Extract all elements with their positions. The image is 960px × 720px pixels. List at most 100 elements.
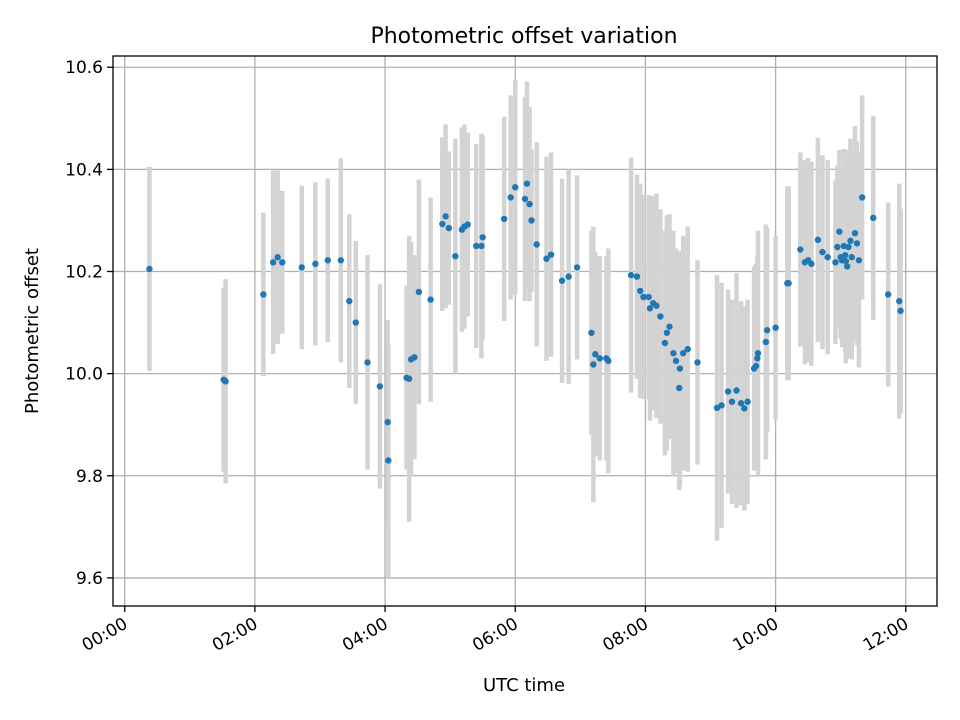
data-point [754, 355, 761, 362]
data-point [337, 257, 345, 264]
data-point [521, 195, 529, 203]
chart-title: Photometric offset variation [370, 24, 677, 49]
data-point [718, 402, 725, 409]
x-tick-label: 00:00 [79, 614, 131, 656]
data-point [694, 359, 701, 366]
data-point [728, 398, 736, 405]
data-point [526, 200, 533, 208]
data-point [464, 221, 471, 228]
data-point [260, 291, 267, 298]
data-point [676, 365, 684, 372]
data-point [279, 259, 286, 266]
data-point [442, 213, 449, 220]
data-point [346, 297, 353, 305]
data-point [684, 345, 691, 353]
data-point [661, 339, 669, 347]
data-point [737, 400, 745, 407]
data-point [376, 383, 384, 390]
data-point [754, 350, 762, 357]
data-point [633, 273, 641, 280]
data-point [834, 243, 841, 251]
data-point [814, 236, 822, 244]
data-point [385, 457, 392, 464]
data-point [415, 288, 423, 296]
data-point [797, 246, 804, 253]
data-point [836, 228, 843, 235]
data-point [842, 258, 850, 265]
data-point [763, 327, 771, 334]
y-tick-label: 9.8 [76, 467, 103, 487]
data-point [352, 319, 359, 326]
data-point [507, 194, 514, 201]
x-tick-label: 08:00 [599, 614, 651, 656]
data-point [657, 313, 664, 320]
data-point [772, 324, 779, 331]
data-point [666, 323, 673, 330]
data-point [472, 242, 480, 250]
data-points [146, 180, 904, 464]
data-point [411, 354, 418, 361]
data-point [663, 329, 671, 336]
data-point [528, 217, 535, 224]
data-point [523, 180, 531, 187]
data-point [479, 234, 486, 241]
data-point [364, 359, 371, 366]
x-tick-label: 02:00 [209, 614, 261, 656]
data-point [590, 361, 597, 368]
data-point [744, 398, 751, 405]
data-point [848, 254, 855, 261]
data-point [640, 293, 647, 301]
data-point [824, 254, 831, 261]
data-point [512, 184, 519, 191]
y-axis-ticks: 9.6 9.8 10.0 10.2 10.4 10.6 [65, 58, 113, 589]
data-point [384, 418, 391, 426]
data-point [870, 214, 877, 222]
data-point [724, 388, 732, 395]
x-axis-label: UTC time [483, 675, 565, 696]
data-point [543, 255, 550, 262]
data-point [653, 302, 660, 309]
data-point [533, 241, 540, 248]
x-tick-label: 06:00 [469, 614, 521, 656]
data-point [808, 260, 815, 268]
data-point [819, 248, 826, 256]
data-point [445, 224, 453, 232]
x-axis-ticks: 00:00 02:00 04:00 06:00 08:00 10:00 12:00 [79, 606, 912, 656]
data-point [676, 384, 683, 392]
data-point [733, 387, 740, 394]
data-point [858, 194, 866, 201]
data-point [637, 287, 644, 295]
plot-frame [112, 55, 938, 607]
data-point [896, 297, 903, 305]
data-point [573, 264, 581, 271]
data-point [645, 293, 652, 301]
data-point [845, 243, 852, 251]
data-point [605, 357, 612, 365]
data-point [752, 362, 760, 370]
data-point [847, 237, 854, 245]
y-tick-label: 10.4 [65, 160, 103, 180]
data-point [853, 240, 861, 247]
data-point [222, 378, 229, 385]
data-point [884, 291, 892, 298]
data-point [324, 257, 331, 264]
data-point [500, 215, 508, 223]
y-tick-label: 9.6 [76, 569, 103, 589]
x-tick-label: 04:00 [339, 614, 391, 656]
data-point [558, 277, 566, 284]
data-point [627, 271, 635, 279]
data-point [452, 252, 459, 260]
data-point [670, 350, 677, 357]
data-point [679, 350, 687, 357]
y-tick-label: 10.0 [65, 365, 103, 385]
data-point [832, 259, 839, 266]
data-point [855, 257, 863, 264]
data-point [427, 296, 434, 303]
data-point [843, 263, 851, 270]
data-point [588, 329, 595, 336]
data-point [592, 351, 599, 358]
data-point [274, 254, 281, 261]
data-point [897, 307, 904, 315]
data-point [298, 264, 305, 271]
